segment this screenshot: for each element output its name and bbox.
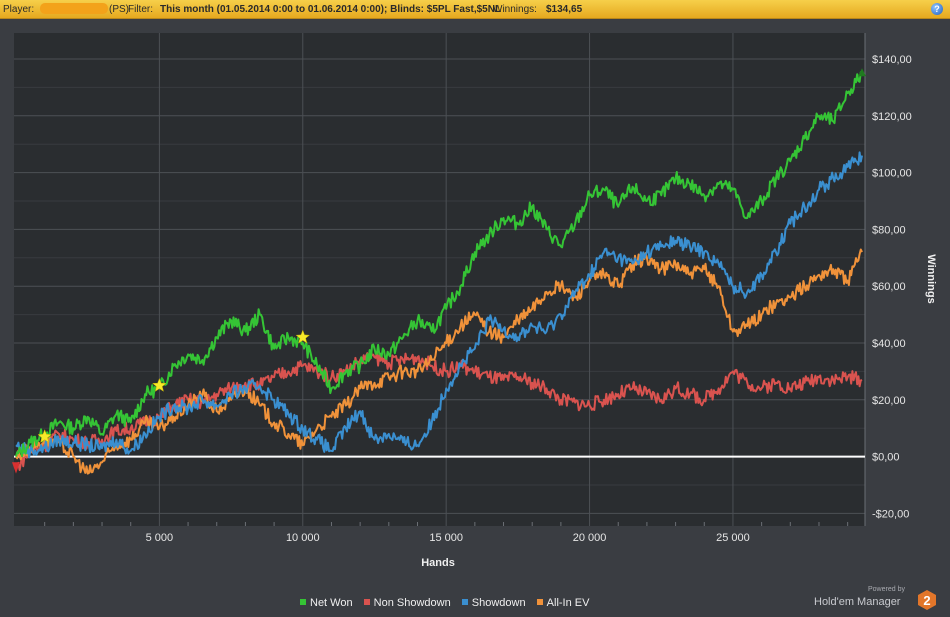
y-tick-label: $60,00 bbox=[872, 281, 906, 293]
y-tick-label: -$20,00 bbox=[872, 508, 909, 520]
winnings-value: $134,65 bbox=[546, 4, 583, 15]
y-axis-labels: -$20,00 $0,00 $20,00 $40,00 $60,00 $80,00 $100… bbox=[872, 54, 912, 520]
x-axis-title: Hands bbox=[421, 557, 455, 569]
y-tick-label: $100,00 bbox=[872, 168, 912, 180]
end-marker bbox=[858, 68, 866, 77]
x-tick-label: 5 000 bbox=[146, 532, 174, 544]
star-marker bbox=[152, 377, 167, 392]
legend-item-showdown[interactable]: Showdown bbox=[461, 597, 526, 609]
player-suffix: (PS) bbox=[109, 4, 129, 15]
player-label: Player: bbox=[3, 4, 35, 15]
legend-swatch bbox=[300, 599, 306, 605]
legend-item-all-in-ev[interactable]: All-In EV bbox=[536, 597, 589, 609]
x-tick-label: 15 000 bbox=[429, 532, 463, 544]
x-tick-label: 25 000 bbox=[716, 532, 750, 544]
powered-by-text: Powered by bbox=[868, 586, 905, 593]
star-marker bbox=[295, 329, 311, 344]
y-tick-label: $0,00 bbox=[872, 452, 900, 464]
filter-value: This month (01.05.2014 0:00 to 01.06.201… bbox=[160, 4, 502, 15]
legend-item-net-won[interactable]: Net Won bbox=[300, 597, 353, 609]
y-tick-label: $20,00 bbox=[872, 395, 906, 407]
legend-swatch bbox=[363, 599, 370, 605]
hm2-logo-icon: 2 bbox=[918, 590, 936, 610]
series-line-all-in-ev bbox=[15, 248, 863, 475]
x-tick-label: 10 000 bbox=[286, 532, 320, 544]
plot-area bbox=[14, 33, 865, 526]
filter-label: Filter: bbox=[128, 4, 153, 15]
y-tick-label: $80,00 bbox=[872, 224, 906, 236]
legend-swatch bbox=[536, 599, 543, 605]
star-marker bbox=[37, 428, 52, 443]
legend-item-non-showdown[interactable]: Non Showdown bbox=[363, 597, 451, 609]
legend: Net Won Non Showdown Showdown All-In EV bbox=[300, 597, 597, 609]
series-line-non-showdown bbox=[15, 350, 863, 471]
y-tick-label: $40,00 bbox=[872, 338, 906, 350]
redacted-player-name bbox=[40, 3, 108, 14]
star-markers bbox=[37, 329, 311, 443]
x-tick-label: 20 000 bbox=[573, 532, 607, 544]
grid bbox=[14, 33, 866, 526]
series-line-showdown bbox=[15, 151, 863, 459]
help-icon[interactable]: ? bbox=[931, 3, 943, 15]
start-marker bbox=[12, 462, 20, 474]
y-tick-label: $120,00 bbox=[872, 111, 912, 123]
legend-swatch bbox=[461, 599, 468, 605]
y-tick-label: $140,00 bbox=[872, 54, 912, 66]
product-name: Hold'em Manager bbox=[814, 596, 901, 608]
winnings-label: Winnings: bbox=[493, 4, 537, 15]
filter-info-bar: Player: (PS) Filter: This month (01.05.2… bbox=[0, 0, 950, 19]
y-axis-title: Winnings bbox=[925, 254, 937, 303]
version-badge: 2 bbox=[923, 593, 930, 608]
x-axis-labels: 5 000 10 000 15 000 20 000 25 000 bbox=[146, 532, 750, 544]
